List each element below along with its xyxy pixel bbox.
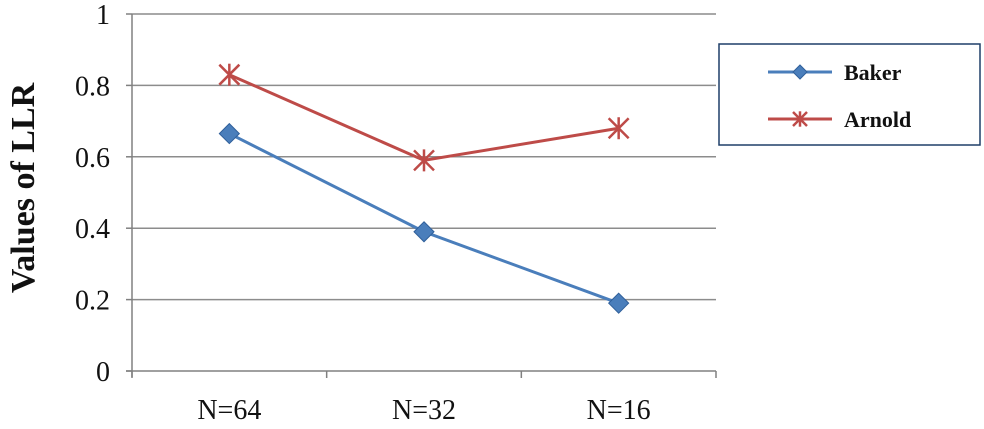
y-tick-label: 1	[96, 0, 110, 31]
y-tick-label: 0.8	[75, 71, 110, 102]
axes	[126, 14, 716, 377]
data-point-arnold	[413, 149, 435, 172]
legend-marker-baker	[792, 64, 808, 80]
data-point-arnold	[607, 117, 630, 140]
x-tick-label: N=64	[197, 395, 261, 426]
x-tick-label: N=32	[392, 395, 456, 426]
x-tick-label: N=16	[587, 395, 651, 426]
gridlines	[126, 13, 717, 378]
data-point-baker	[218, 122, 241, 145]
y-tick-label: 0	[96, 357, 110, 388]
legend-label-arnold: Arnold	[844, 107, 911, 132]
y-tick-labels: 0 0.2 0.4 0.6 0.8 1	[75, 0, 110, 388]
y-tick-label: 0.6	[75, 143, 110, 174]
legend: Baker Arnold	[718, 43, 981, 146]
y-tick-label: 0.2	[75, 286, 110, 317]
series-layer	[218, 63, 630, 314]
data-point-baker	[607, 292, 630, 314]
x-tick-labels: N=64 N=32 N=16	[197, 395, 650, 426]
data-point-arnold	[218, 63, 241, 86]
y-tick-label: 0.4	[75, 214, 110, 245]
legend-marker-arnold	[792, 111, 808, 127]
series-line-arnold	[228, 73, 619, 162]
data-point-baker	[413, 221, 435, 243]
legend-box	[718, 43, 981, 146]
legend-label-baker: Baker	[844, 60, 902, 85]
y-axis-title: Values of LLR	[5, 82, 42, 293]
